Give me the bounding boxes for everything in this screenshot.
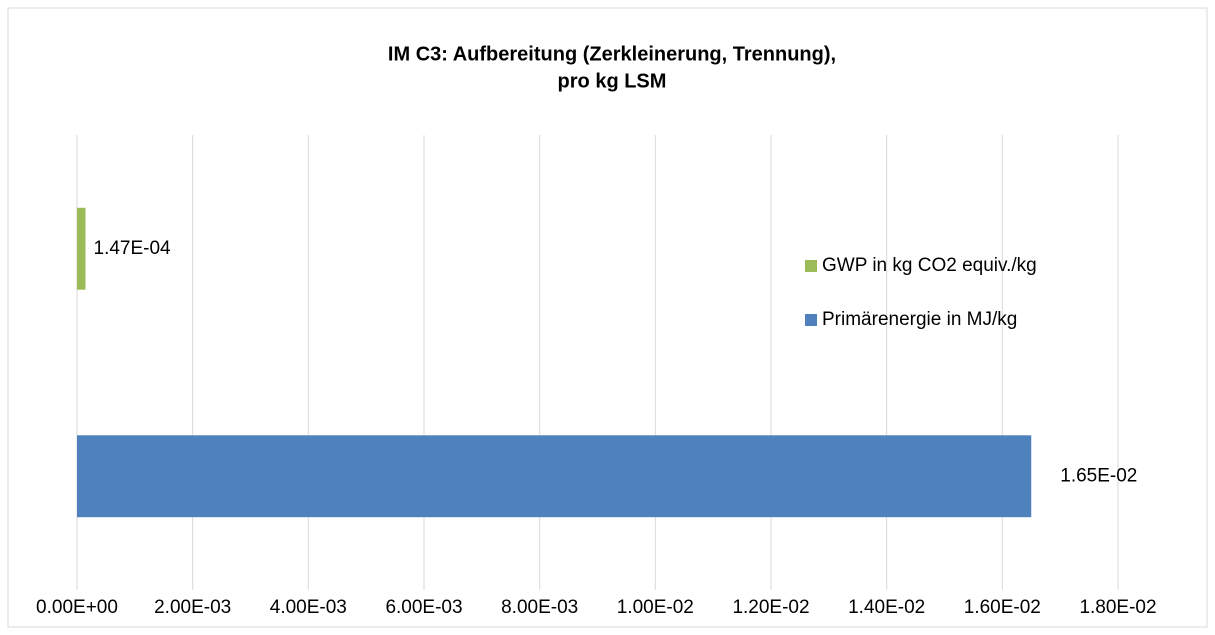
- chart-title: IM C3: Aufbereitung (Zerkleinerung, Tren…: [388, 43, 836, 65]
- x-tick-label: 1.40E-02: [848, 597, 925, 618]
- legend-swatch: [805, 314, 817, 326]
- legend-swatch: [805, 260, 817, 272]
- x-tick-label: 0.00E+00: [36, 597, 118, 618]
- data-label: 1.47E-04: [94, 238, 172, 259]
- x-tick-label: 1.60E-02: [964, 597, 1041, 618]
- x-tick-label: 1.20E-02: [732, 597, 809, 618]
- data-label: 1.65E-02: [1060, 465, 1137, 486]
- legend-label: Primärenergie in MJ/kg: [822, 309, 1017, 330]
- chart-border: [7, 7, 1208, 628]
- legend-label: GWP in kg CO2 equiv./kg: [822, 255, 1037, 276]
- chart-title: pro kg LSM: [558, 70, 667, 92]
- x-tick-label: 2.00E-03: [154, 597, 231, 618]
- x-tick-label: 8.00E-03: [501, 597, 578, 618]
- x-tick-label: 6.00E-03: [385, 597, 462, 618]
- bar: [77, 435, 1032, 518]
- x-tick-label: 4.00E-03: [270, 597, 347, 618]
- x-tick-label: 1.80E-02: [1079, 597, 1156, 618]
- x-tick-label: 1.00E-02: [617, 597, 694, 618]
- bar: [77, 207, 86, 290]
